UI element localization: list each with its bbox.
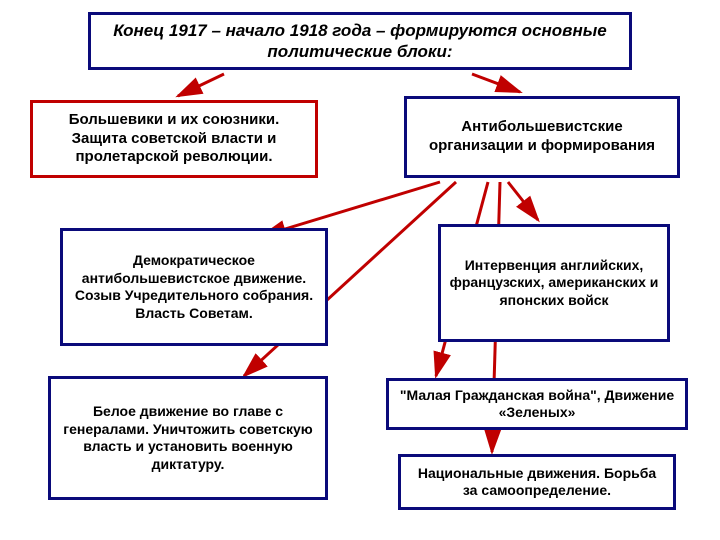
democratic-movement-text: Демократическое антибольшевистское движе… <box>71 252 317 322</box>
democratic-movement-box: Демократическое антибольшевистское движе… <box>60 228 328 346</box>
arrow <box>508 182 538 220</box>
title-box: Конец 1917 – начало 1918 года – формирую… <box>88 12 632 70</box>
white-movement-box: Белое движение во главе с генералами. Ун… <box>48 376 328 500</box>
anti-bolshevik-text: Антибольшевистские организации и формиро… <box>415 118 669 156</box>
intervention-box: Интервенция английских, французских, аме… <box>438 224 670 342</box>
bolsheviks-text: Большевики и их союзники. Защита советск… <box>41 111 307 167</box>
national-movement-text: Национальные движения. Борьба за самоопр… <box>409 465 665 500</box>
white-movement-text: Белое движение во главе с генералами. Ун… <box>59 403 317 473</box>
green-movement-text: "Малая Гражданская война", Движение «Зел… <box>397 387 677 422</box>
arrow <box>178 74 224 96</box>
intervention-text: Интервенция английских, французских, аме… <box>449 257 659 310</box>
title-text: Конец 1917 – начало 1918 года – формирую… <box>99 20 621 63</box>
bolsheviks-box: Большевики и их союзники. Защита советск… <box>30 100 318 178</box>
anti-bolshevik-box: Антибольшевистские организации и формиро… <box>404 96 680 178</box>
national-movement-box: Национальные движения. Борьба за самоопр… <box>398 454 676 510</box>
green-movement-box: "Малая Гражданская война", Движение «Зел… <box>386 378 688 430</box>
arrow <box>472 74 520 92</box>
